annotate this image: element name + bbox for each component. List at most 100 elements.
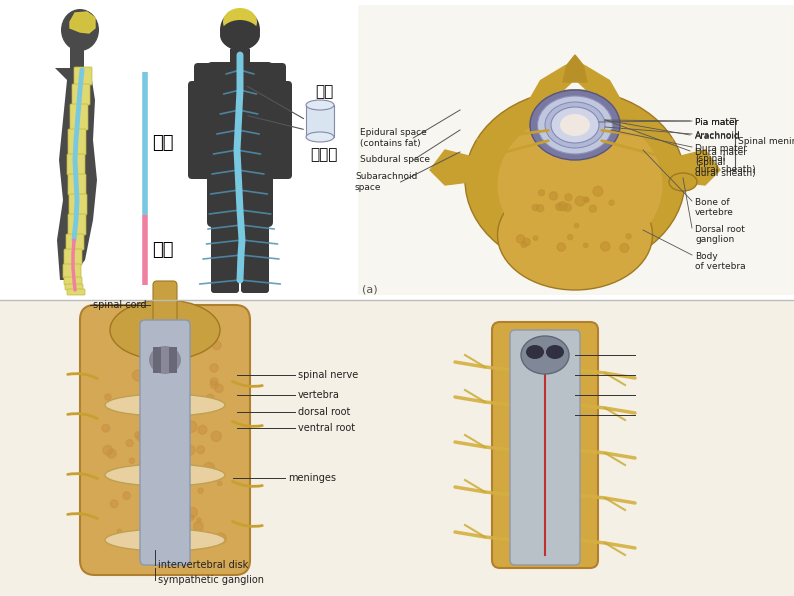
Ellipse shape bbox=[465, 90, 685, 270]
Polygon shape bbox=[70, 12, 95, 33]
Circle shape bbox=[105, 394, 111, 400]
Circle shape bbox=[600, 242, 610, 251]
Circle shape bbox=[159, 514, 164, 519]
Text: Dorsal root
ganglion: Dorsal root ganglion bbox=[695, 225, 745, 244]
Circle shape bbox=[191, 477, 199, 485]
Circle shape bbox=[516, 235, 525, 243]
FancyBboxPatch shape bbox=[69, 194, 87, 215]
Circle shape bbox=[532, 204, 538, 210]
Ellipse shape bbox=[538, 96, 612, 154]
Circle shape bbox=[130, 476, 135, 481]
Circle shape bbox=[107, 449, 116, 458]
Circle shape bbox=[118, 529, 121, 533]
Bar bbox=[169, 347, 177, 373]
Polygon shape bbox=[520, 62, 630, 122]
FancyBboxPatch shape bbox=[68, 174, 86, 195]
Circle shape bbox=[589, 205, 596, 212]
FancyBboxPatch shape bbox=[74, 67, 92, 85]
Circle shape bbox=[180, 351, 187, 358]
FancyBboxPatch shape bbox=[63, 264, 81, 278]
Circle shape bbox=[137, 432, 147, 442]
Circle shape bbox=[211, 432, 222, 442]
Text: Body
of vertebra: Body of vertebra bbox=[695, 252, 746, 271]
Bar bbox=[70, 48, 84, 68]
Circle shape bbox=[150, 429, 160, 439]
Text: (a): (a) bbox=[362, 284, 378, 294]
Circle shape bbox=[133, 370, 144, 381]
Circle shape bbox=[620, 244, 629, 252]
Circle shape bbox=[206, 394, 214, 402]
FancyBboxPatch shape bbox=[492, 322, 598, 568]
Circle shape bbox=[522, 238, 530, 246]
Text: intervertebral disk: intervertebral disk bbox=[158, 560, 249, 570]
Circle shape bbox=[215, 533, 226, 544]
Circle shape bbox=[215, 384, 223, 393]
Text: 神经根: 神经根 bbox=[310, 147, 337, 163]
Circle shape bbox=[557, 243, 565, 252]
FancyBboxPatch shape bbox=[67, 154, 85, 175]
Circle shape bbox=[584, 197, 588, 202]
Circle shape bbox=[148, 350, 154, 357]
Circle shape bbox=[218, 481, 222, 486]
Text: spinal nerve: spinal nerve bbox=[298, 370, 358, 380]
Bar bbox=[0, 300, 794, 596]
Text: Subdural space: Subdural space bbox=[360, 156, 430, 164]
Ellipse shape bbox=[306, 100, 334, 110]
Text: 马尾: 马尾 bbox=[152, 241, 174, 259]
Circle shape bbox=[187, 541, 196, 550]
FancyBboxPatch shape bbox=[72, 84, 90, 105]
Circle shape bbox=[521, 242, 526, 247]
Circle shape bbox=[103, 445, 113, 455]
FancyBboxPatch shape bbox=[80, 305, 250, 575]
Bar bbox=[0, 300, 400, 596]
Circle shape bbox=[197, 518, 201, 522]
Circle shape bbox=[558, 202, 567, 211]
Ellipse shape bbox=[110, 300, 220, 360]
Circle shape bbox=[537, 204, 544, 212]
Circle shape bbox=[593, 187, 603, 196]
Polygon shape bbox=[665, 150, 720, 185]
Circle shape bbox=[185, 445, 195, 455]
Ellipse shape bbox=[546, 345, 564, 359]
Circle shape bbox=[157, 411, 168, 422]
Text: Dura mater
(spinal
dural sheath): Dura mater (spinal dural sheath) bbox=[695, 144, 756, 174]
FancyBboxPatch shape bbox=[140, 320, 190, 565]
Ellipse shape bbox=[105, 394, 225, 416]
Bar bbox=[306, 105, 334, 137]
FancyBboxPatch shape bbox=[207, 62, 273, 227]
Circle shape bbox=[538, 190, 545, 195]
Ellipse shape bbox=[498, 180, 653, 290]
Ellipse shape bbox=[220, 9, 260, 51]
Circle shape bbox=[193, 402, 202, 410]
Text: Spinal meninges: Spinal meninges bbox=[738, 138, 794, 147]
Text: sympathetic ganglion: sympathetic ganglion bbox=[158, 575, 264, 585]
Circle shape bbox=[194, 522, 203, 531]
Circle shape bbox=[141, 401, 147, 406]
Text: dorsal root: dorsal root bbox=[298, 407, 350, 417]
Text: vertebra: vertebra bbox=[298, 390, 340, 400]
Circle shape bbox=[203, 462, 214, 473]
Circle shape bbox=[135, 432, 141, 439]
Circle shape bbox=[151, 374, 160, 382]
Circle shape bbox=[152, 338, 157, 343]
Circle shape bbox=[126, 440, 133, 446]
Bar bbox=[0, 0, 794, 300]
FancyBboxPatch shape bbox=[211, 207, 239, 293]
Circle shape bbox=[556, 203, 563, 210]
Circle shape bbox=[534, 236, 538, 240]
FancyBboxPatch shape bbox=[64, 277, 82, 285]
FancyBboxPatch shape bbox=[153, 281, 177, 339]
FancyBboxPatch shape bbox=[65, 284, 83, 290]
FancyBboxPatch shape bbox=[510, 330, 580, 565]
Circle shape bbox=[186, 421, 197, 432]
Text: 背髓: 背髓 bbox=[152, 134, 174, 152]
FancyBboxPatch shape bbox=[264, 81, 292, 179]
FancyBboxPatch shape bbox=[64, 249, 82, 265]
FancyBboxPatch shape bbox=[70, 104, 88, 130]
Circle shape bbox=[210, 364, 218, 372]
Circle shape bbox=[197, 446, 204, 454]
Circle shape bbox=[123, 492, 130, 499]
Text: meninges: meninges bbox=[288, 473, 336, 483]
Ellipse shape bbox=[526, 345, 544, 359]
Circle shape bbox=[210, 381, 218, 389]
